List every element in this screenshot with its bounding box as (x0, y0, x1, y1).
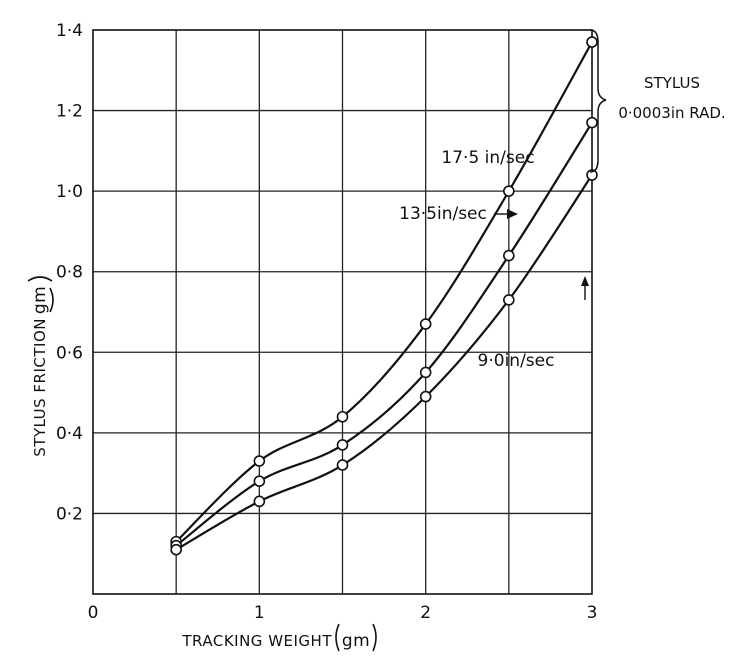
data-point (503, 294, 515, 306)
data-point (336, 439, 349, 451)
data-point (586, 36, 598, 48)
data-point (419, 318, 432, 330)
x-tick-label: 3 (587, 603, 598, 623)
y-axis-title: STYLUS FRICTION gm (27, 276, 54, 457)
x-axis-unit: gm (342, 631, 370, 651)
y-tick-label: 0·4 (56, 424, 83, 444)
y-tick-label: 1·2 (56, 102, 83, 122)
stylus-annotation-line1: STYLUS (644, 74, 700, 92)
data-point (336, 459, 349, 471)
data-point (253, 475, 266, 488)
y-tick-label: 0·6 (56, 343, 83, 363)
label-arrow-9-0 (581, 276, 589, 300)
x-tick-label: 0 (88, 603, 99, 623)
data-point (253, 455, 266, 467)
plot-frame (92, 29, 593, 595)
label-arrow-13-5 (494, 209, 518, 219)
tick-labels: 0 1 2 3 0·2 0·4 0·6 0·8 1·0 1·2 1·4 (56, 21, 597, 623)
y-tick-label: 0·8 (56, 263, 83, 283)
data-point (419, 366, 432, 379)
y-tick-label: 1·0 (56, 182, 83, 202)
data-point (419, 390, 432, 403)
series-label-17-5: 17·5 in/sec (441, 148, 534, 168)
grid (93, 30, 592, 594)
stylus-bracket (589, 29, 607, 173)
data-point (586, 116, 598, 129)
data-point (253, 495, 266, 508)
y-tick-label: 1·4 (56, 21, 83, 41)
x-axis-title: TRACKING WEIGHT gm (181, 623, 377, 652)
y-axis-label: STYLUS FRICTION (31, 318, 49, 457)
data-point (503, 185, 515, 197)
x-unit-close-paren (372, 623, 377, 652)
stylus-annotation-line2: 0·0003in RAD. (618, 104, 725, 122)
x-axis-label: TRACKING WEIGHT (181, 632, 332, 650)
data-point (336, 410, 349, 423)
y-axis-unit: gm (30, 286, 50, 314)
x-tick-label: 1 (254, 603, 265, 623)
data-point (170, 543, 182, 556)
data-points (170, 36, 598, 556)
series-line-1 (175, 122, 593, 547)
series-line-0 (175, 41, 593, 543)
y-unit-close-paren (27, 276, 53, 282)
series-label-9-0: 9·0in/sec (478, 351, 555, 371)
x-unit-open-paren (335, 623, 340, 652)
series-label-13-5: 13·5in/sec (399, 204, 487, 224)
data-point (586, 169, 598, 181)
y-unit-open-paren (49, 287, 54, 313)
y-tick-label: 0·2 (56, 504, 83, 524)
x-tick-label: 2 (420, 603, 431, 623)
data-point (503, 249, 515, 262)
series-curves (175, 41, 593, 551)
